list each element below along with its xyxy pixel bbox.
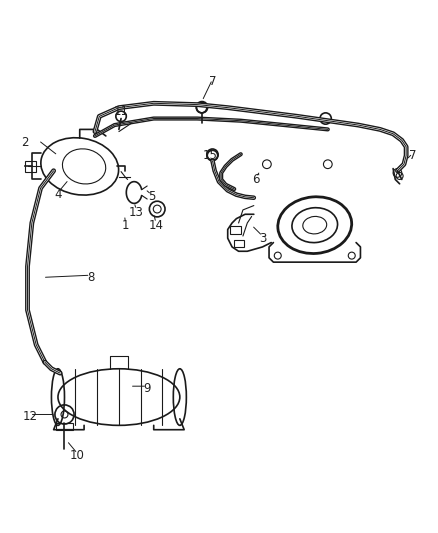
Text: 10: 10 (70, 449, 85, 462)
Bar (25, 161, 36, 172)
Text: 12: 12 (22, 410, 37, 423)
Bar (234, 240, 244, 247)
Text: 7: 7 (409, 149, 417, 162)
Text: 5: 5 (148, 190, 155, 204)
Text: 15: 15 (203, 149, 218, 162)
Text: 9: 9 (143, 382, 151, 395)
Text: 2: 2 (21, 136, 29, 149)
Bar (56, 423, 73, 430)
Text: 6: 6 (252, 173, 260, 186)
Text: 4: 4 (54, 188, 62, 201)
Text: 13: 13 (129, 206, 144, 219)
Text: 14: 14 (148, 219, 163, 232)
Text: 3: 3 (259, 232, 266, 245)
Text: 11: 11 (113, 106, 129, 118)
Text: 1: 1 (122, 219, 129, 232)
Text: 7: 7 (209, 75, 216, 88)
Text: 8: 8 (87, 271, 94, 284)
Bar (230, 226, 241, 234)
